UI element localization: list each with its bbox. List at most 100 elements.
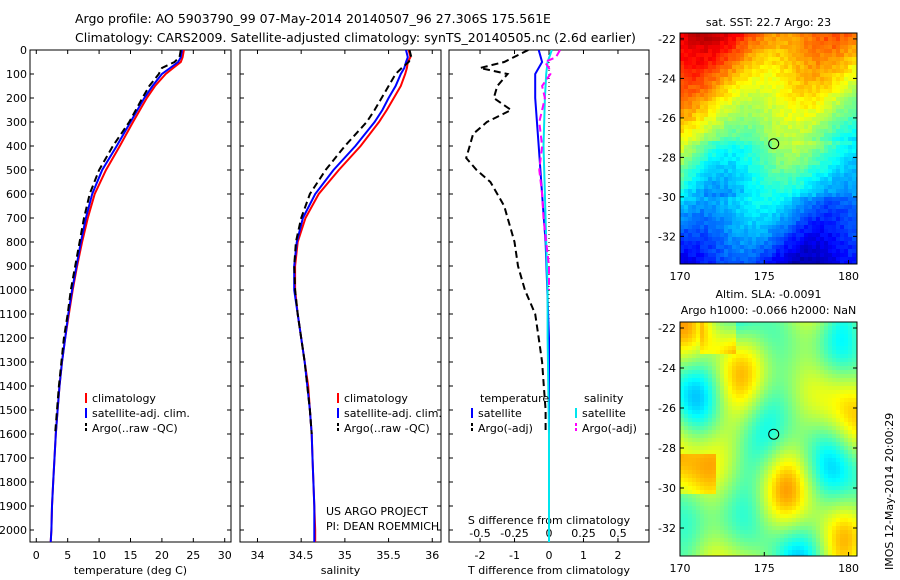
- sla_map-cell: [756, 550, 761, 555]
- sla_map-cell: [776, 346, 781, 351]
- sla_map-cell: [728, 430, 733, 435]
- sla_map-cell: [788, 526, 793, 531]
- sst_map-cell: [748, 105, 753, 110]
- sla_map-cell: [720, 438, 725, 443]
- sla_map-cell: [716, 470, 721, 475]
- sst_map-cell: [760, 41, 765, 46]
- sla_map-cell: [756, 326, 761, 331]
- sst_map-cell: [700, 213, 705, 218]
- sla_map-cell: [764, 338, 769, 343]
- sst_map-cell: [728, 161, 733, 166]
- sla_map-cell: [684, 414, 689, 419]
- sst_map-cell: [712, 177, 717, 182]
- sla_map-cell: [764, 482, 769, 487]
- sst_map-cell: [716, 149, 721, 154]
- sst_map-cell: [708, 125, 713, 130]
- sla_map-cell: [820, 406, 825, 411]
- sst_map-cell: [760, 173, 765, 178]
- sla_map-cell: [752, 378, 757, 383]
- sst_map-cell: [840, 165, 845, 170]
- sst_map-cell: [716, 93, 721, 98]
- sla_map-cell: [740, 494, 745, 499]
- sla_map-cell: [716, 378, 721, 383]
- sst_map-cell: [844, 153, 849, 158]
- sst_map-cell: [812, 209, 817, 214]
- sla_map-cell: [808, 434, 813, 439]
- sst_map-cell: [700, 109, 705, 114]
- sst_map-cell: [808, 121, 813, 126]
- sst_map-cell: [848, 93, 853, 98]
- sla_map-cell: [760, 470, 765, 475]
- sst_map-cell: [848, 221, 853, 226]
- sst_map-cell: [780, 109, 785, 114]
- sst_map-cell: [704, 149, 709, 154]
- sla_map-cell: [680, 426, 685, 431]
- sla_map-cell: [752, 502, 757, 507]
- sst_map-cell: [728, 101, 733, 106]
- sst_map-cell: [804, 237, 809, 242]
- sla_map-cell: [696, 338, 701, 343]
- sla_map-cell: [784, 514, 789, 519]
- sst_map-cell: [792, 213, 797, 218]
- sla_map-cell: [768, 322, 773, 327]
- sst_map-cell: [688, 169, 693, 174]
- sla_map-cell: [784, 334, 789, 339]
- sst_map-cell: [824, 69, 829, 74]
- sst_map-cell: [720, 133, 725, 138]
- sst_map-cell: [756, 49, 761, 54]
- sla_map-cell: [796, 330, 801, 335]
- sst_map-cell: [844, 253, 849, 258]
- sst_map-cell: [692, 261, 697, 265]
- sla_map-cell: [772, 534, 777, 539]
- sst_map-cell: [844, 205, 849, 210]
- sla_map-cell: [816, 462, 821, 467]
- sla_map-cell: [768, 442, 773, 447]
- sst_map-cell: [784, 57, 789, 62]
- sla_map-cell: [716, 534, 721, 539]
- sst_map-cell: [836, 157, 841, 162]
- sst_map-cell: [832, 233, 837, 238]
- sla_map-cell: [716, 426, 721, 431]
- sst_map-cell: [796, 141, 801, 146]
- sla_map-cell: [716, 494, 721, 499]
- sst_map-cell: [768, 261, 773, 265]
- sst_map-cell: [748, 233, 753, 238]
- sst_map-cell: [732, 141, 737, 146]
- sst_map-cell: [796, 41, 801, 46]
- sst_map-cell: [748, 121, 753, 126]
- sla_map-cell: [796, 506, 801, 511]
- sst_map-cell: [816, 233, 821, 238]
- sla_map-cell: [700, 474, 705, 479]
- sst_map-cell: [836, 221, 841, 226]
- sst_map-cell: [796, 89, 801, 94]
- sla_map-cell: [816, 406, 821, 411]
- sst_map-cell: [680, 213, 685, 218]
- sst_map-cell: [780, 161, 785, 166]
- sst_map-cell: [740, 145, 745, 150]
- sla_map-cell: [704, 402, 709, 407]
- sla_map-cell: [788, 482, 793, 487]
- sst_map-cell: [724, 53, 729, 58]
- sst_map-cell: [776, 121, 781, 126]
- sla_map-cell: [724, 494, 729, 499]
- sst_map-cell: [788, 169, 793, 174]
- sla_map-cell: [764, 434, 769, 439]
- sst_map-cell: [764, 257, 769, 262]
- sst_map-cell: [752, 37, 757, 42]
- sst_map-cell: [764, 53, 769, 58]
- sst_map-cell: [688, 61, 693, 66]
- sla_map-cell: [820, 374, 825, 379]
- sla_map-cell: [756, 438, 761, 443]
- sst_map-cell: [760, 177, 765, 182]
- sla_map-cell: [736, 486, 741, 491]
- sst_map-cell: [768, 245, 773, 250]
- sst_map-cell: [684, 205, 689, 210]
- sst_map-cell: [720, 117, 725, 122]
- sst_map-cell: [824, 205, 829, 210]
- sla_map-cell: [744, 434, 749, 439]
- sla_map-cell: [760, 450, 765, 455]
- sst_map-cell: [756, 233, 761, 238]
- sst_map-cell: [848, 137, 853, 142]
- sla_map-cell: [728, 390, 733, 395]
- sst_map-cell: [820, 205, 825, 210]
